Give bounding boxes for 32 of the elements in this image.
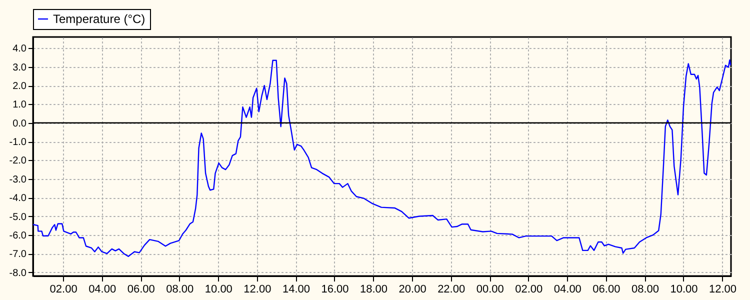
x-tick-label: 10.00 [670, 284, 698, 296]
x-tick-label: 04.00 [88, 284, 116, 296]
x-tick-label: 14.00 [282, 284, 310, 296]
y-tick-label: 3.0 [12, 62, 27, 74]
x-tick-label: 08.00 [631, 284, 659, 296]
y-tick-label: -7.0 [9, 249, 27, 260]
x-tick-label: 20.00 [398, 284, 426, 296]
legend-label: Temperature (°C) [53, 12, 146, 26]
x-tick-label: 12.00 [244, 284, 272, 296]
y-tick-label: -6.0 [9, 230, 27, 242]
x-tick-label: 18.00 [360, 284, 388, 296]
x-tick-label: 02.00 [50, 284, 78, 296]
y-tick-label: -5.0 [9, 212, 27, 223]
y-tick-label: 0.0 [12, 118, 27, 130]
y-tick-label: 4.0 [12, 44, 27, 55]
y-tick-label: -3.0 [9, 174, 27, 186]
x-tick-label: 00.00 [476, 284, 504, 296]
y-tick-label: -2.0 [9, 156, 27, 167]
x-tick-label: 06.00 [127, 284, 155, 296]
y-tick-label: 2.0 [12, 81, 27, 92]
x-tick-label: 06.00 [592, 284, 620, 296]
x-tick-label: 22.00 [438, 284, 466, 296]
x-tick-label: 12.00 [709, 284, 737, 296]
x-tick-label: 04.00 [554, 284, 582, 296]
y-tick-label: 1.0 [12, 100, 27, 111]
y-tick-label: -1.0 [9, 137, 27, 148]
x-tick-label: 10.00 [204, 284, 232, 296]
x-tick-label: 02.00 [515, 284, 543, 296]
y-tick-label: -4.0 [9, 193, 27, 204]
x-tick-label: 16.00 [321, 284, 349, 296]
x-tick-label: 08.00 [166, 284, 194, 296]
y-tick-label: -8.0 [9, 268, 27, 279]
